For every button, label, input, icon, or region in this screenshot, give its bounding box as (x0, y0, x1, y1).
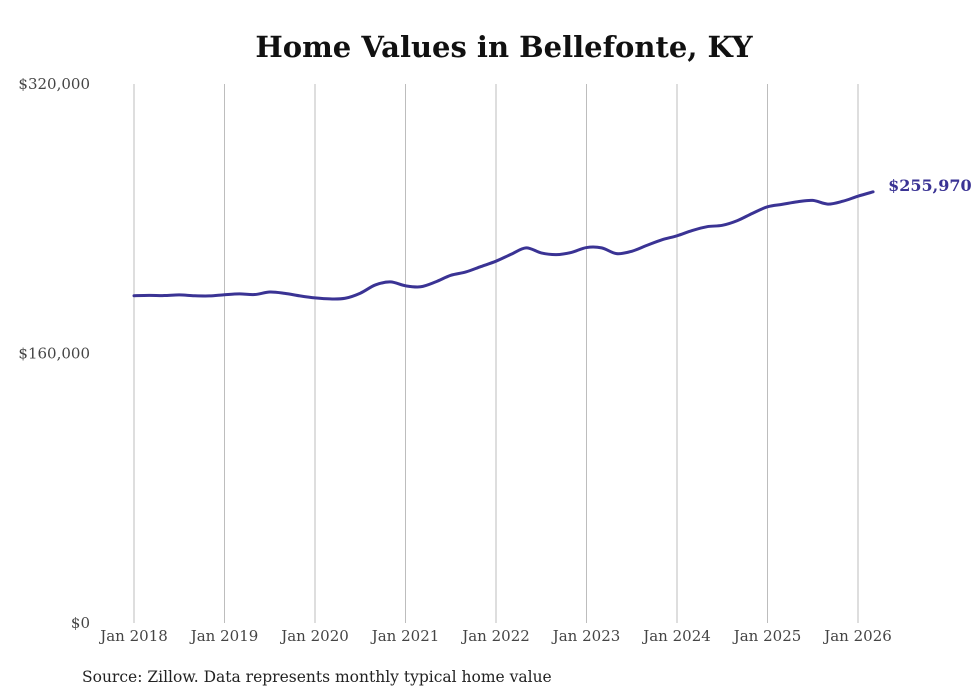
series-line (132, 190, 875, 301)
gridlines (133, 84, 859, 623)
x-tick-label: Jan 2019 (189, 627, 259, 645)
source-note: Source: Zillow. Data represents monthly … (82, 668, 552, 686)
x-tick-label: Jan 2023 (551, 627, 621, 645)
x-tick-label: Jan 2018 (98, 627, 168, 645)
series: $255,970 (132, 176, 972, 301)
x-tick-label: Jan 2021 (370, 627, 440, 645)
x-axis: Jan 2018 Jan 2019 Jan 2020 Jan 2021 Jan 2022… (98, 627, 892, 645)
x-tick-label: Jan 2025 (732, 627, 802, 645)
y-tick-label: $0 (71, 614, 90, 632)
chart-title: Home Values in Bellefonte, KY (255, 30, 753, 64)
x-tick-label: Jan 2026 (822, 627, 892, 645)
x-tick-label: Jan 2020 (279, 627, 349, 645)
y-tick-label: $160,000 (18, 345, 90, 363)
y-axis: $0 $160,000 $320,000 (18, 75, 90, 632)
y-tick-label: $320,000 (18, 75, 90, 93)
x-tick-label: Jan 2022 (460, 627, 530, 645)
end-value-label: $255,970 (888, 176, 972, 195)
x-tick-label: Jan 2024 (641, 627, 711, 645)
